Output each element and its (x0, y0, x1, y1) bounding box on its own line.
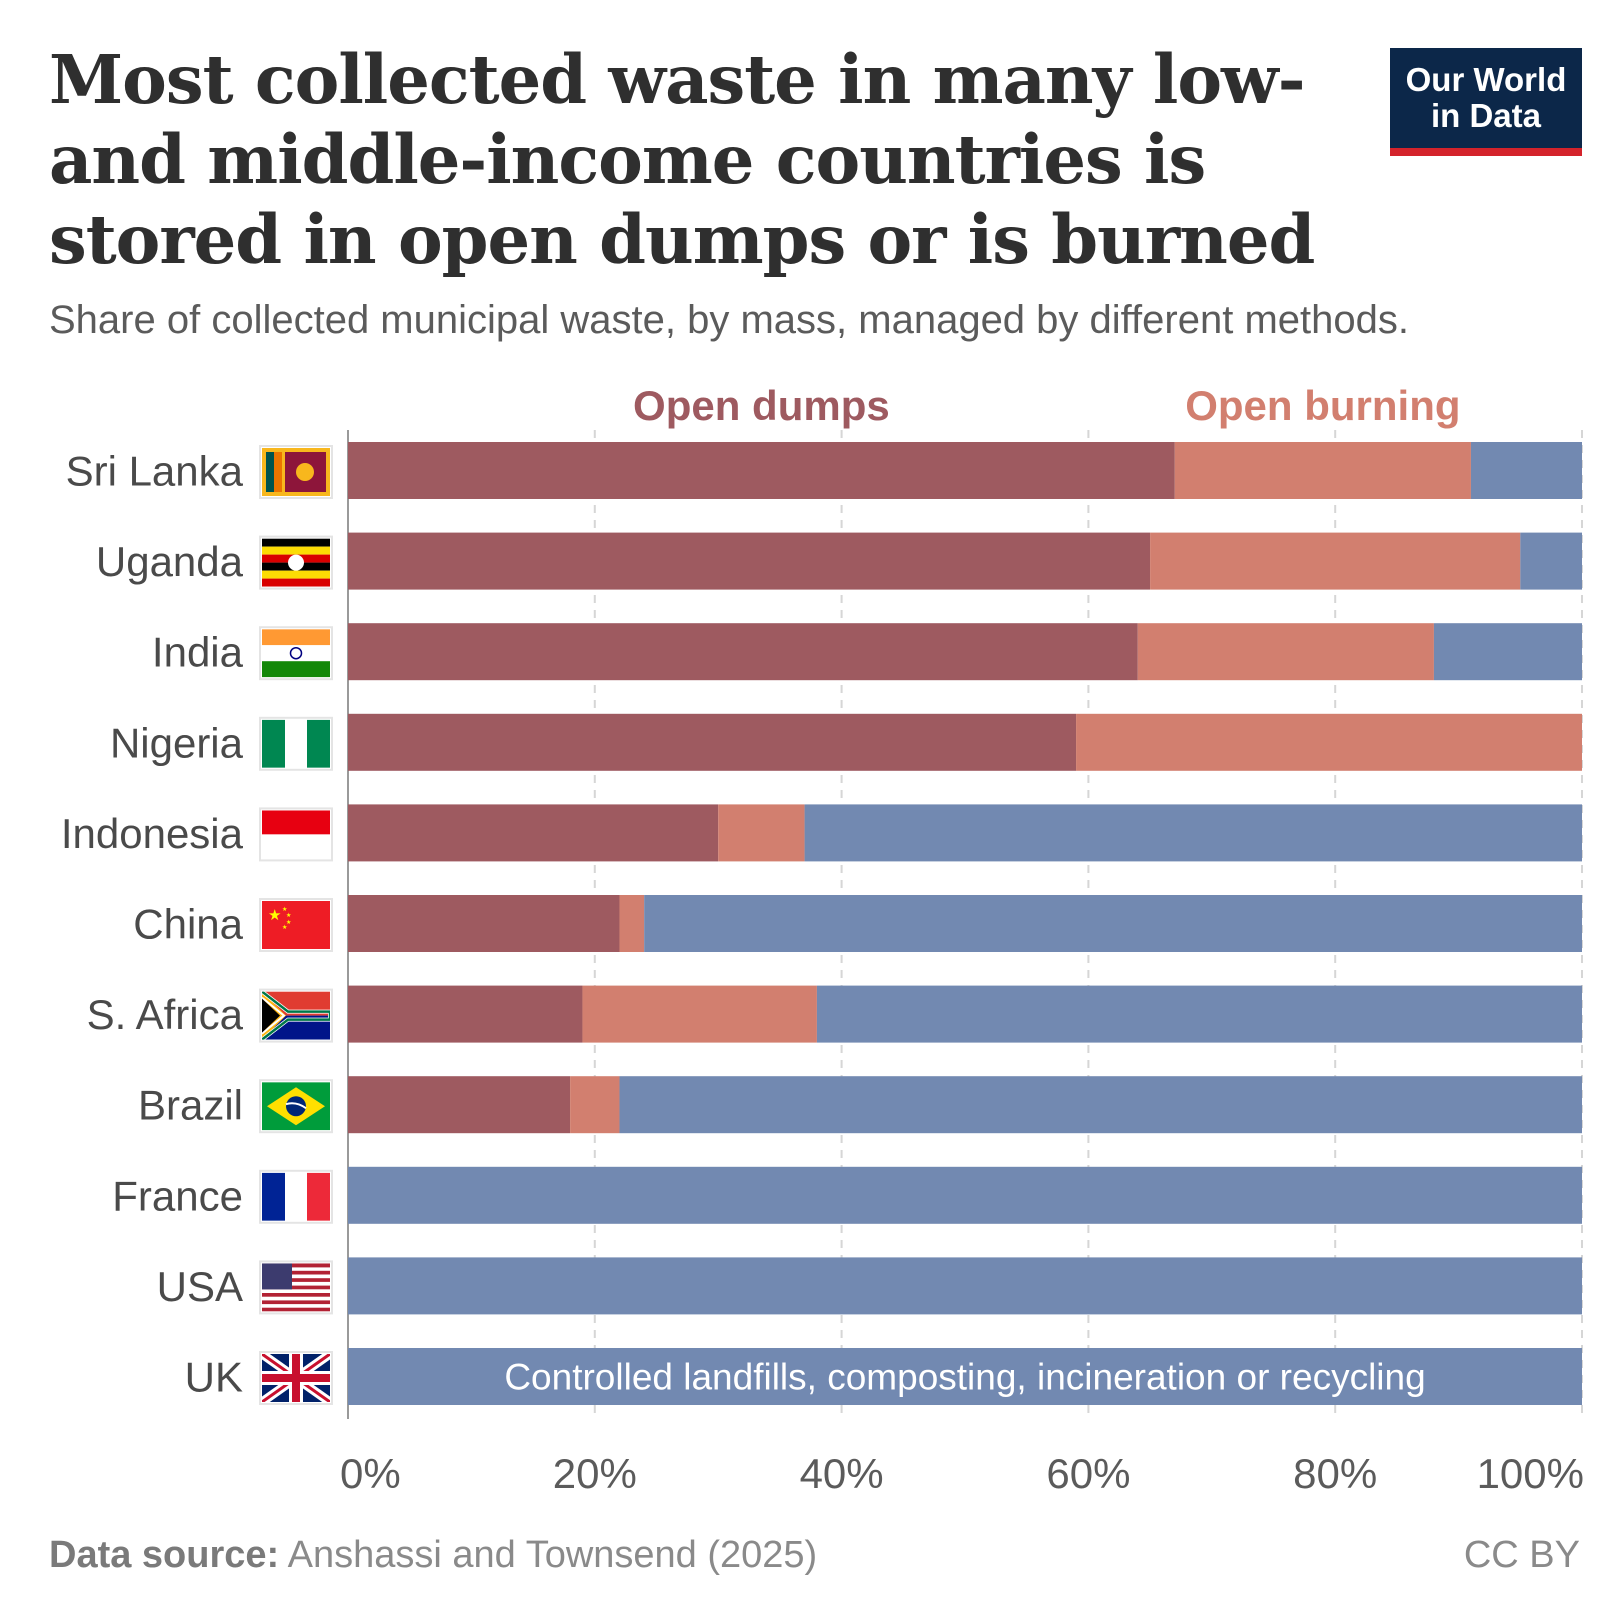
bar-open-dumps-india[interactable] (348, 623, 1138, 681)
row-label-indonesia: Indonesia (61, 810, 244, 857)
license[interactable]: CC BY (1463, 1534, 1580, 1576)
bar-controlled-landfills-brazil[interactable] (619, 1076, 1582, 1134)
x-tick-label: 60% (1046, 1450, 1130, 1497)
bar-open-burning-s-africa[interactable] (582, 985, 817, 1043)
bar-open-dumps-uganda[interactable] (348, 532, 1151, 590)
bar-open-dumps-nigeria[interactable] (348, 713, 1077, 771)
flag-china-icon (262, 901, 330, 949)
x-tick-label: 100% (1477, 1450, 1584, 1497)
data-source: Data source: Anshassi and Townsend (2025… (49, 1534, 817, 1577)
flag-nigeria-icon (262, 719, 330, 768)
legend-open-burning: Open burning (1185, 382, 1460, 429)
row-label-india: India (152, 629, 244, 676)
legend-open-dumps: Open dumps (633, 382, 890, 429)
x-tick-label: 0% (340, 1450, 401, 1497)
flag-sri-lanka-icon (262, 448, 330, 496)
row-label-china: China (133, 901, 243, 948)
bar-controlled-landfills-uganda[interactable] (1520, 532, 1582, 590)
row-label-s-africa: S. Africa (87, 991, 244, 1038)
data-source-label: Data source: (49, 1534, 280, 1576)
logo-line-2: in Data (1430, 97, 1542, 134)
bar-controlled-landfills-usa[interactable] (348, 1257, 1582, 1315)
bar-controlled-landfills-s-africa[interactable] (816, 985, 1582, 1043)
bar-controlled-landfills-sri-lanka[interactable] (1470, 442, 1582, 499)
bar-open-dumps-indonesia[interactable] (348, 804, 719, 862)
row-label-uk: UK (185, 1354, 243, 1401)
x-axis-ticks: 0% 20% 40% 60% 80% 100% (340, 1450, 1584, 1497)
row-label-brazil: Brazil (138, 1082, 243, 1129)
bar-open-burning-china[interactable] (619, 895, 645, 952)
stacked-bar-chart: ★ ★ ★ ★ ★ (61, 382, 1584, 1497)
flag-uganda-icon (262, 538, 330, 587)
bar-open-burning-indonesia[interactable] (718, 804, 805, 862)
bar-open-burning-nigeria[interactable] (1076, 713, 1582, 771)
bar-open-dumps-s-africa[interactable] (348, 985, 583, 1043)
flag-indonesia-icon (262, 810, 330, 859)
x-tick-label: 40% (800, 1450, 884, 1497)
row-label-usa: USA (157, 1263, 243, 1310)
bar-open-burning-sri-lanka[interactable] (1174, 442, 1471, 499)
flag-brazil-icon (262, 1082, 330, 1131)
bar-open-burning-india[interactable] (1137, 623, 1434, 681)
bar-controlled-landfills-india[interactable] (1433, 623, 1582, 681)
x-tick-label: 20% (553, 1450, 637, 1497)
logo-line-1: Our World (1405, 61, 1567, 98)
bar-open-dumps-china[interactable] (348, 895, 620, 952)
data-source-text[interactable]: Anshassi and Townsend (2025) (287, 1534, 818, 1576)
bars (348, 442, 1582, 1405)
chart-subtitle: Share of collected municipal waste, by m… (49, 298, 1409, 342)
bar-open-dumps-brazil[interactable] (348, 1076, 571, 1134)
bar-controlled-landfills-indonesia[interactable] (804, 804, 1582, 862)
bar-open-burning-uganda[interactable] (1150, 532, 1521, 590)
flag-usa-icon (262, 1263, 330, 1312)
flag-france-icon (262, 1172, 330, 1221)
owid-logo[interactable]: Our World in Data (1390, 48, 1582, 156)
chart-title: Most collected waste in many low- and mi… (49, 40, 1315, 279)
x-tick-label: 80% (1293, 1450, 1377, 1497)
bar-controlled-landfills-france[interactable] (348, 1166, 1582, 1224)
row-label-nigeria: Nigeria (110, 719, 244, 766)
row-label-france: France (112, 1172, 243, 1219)
bar-open-dumps-sri-lanka[interactable] (348, 442, 1175, 499)
row-label-uganda: Uganda (96, 538, 244, 585)
row-label-sri-lanka: Sri Lanka (66, 448, 244, 495)
bar-controlled-landfills-uk[interactable] (348, 1348, 1582, 1405)
series-labels: Open dumps Open burning Controlled landfil… (504, 382, 1460, 1398)
flag-uk-icon (262, 1354, 330, 1402)
flag-india-icon (262, 629, 330, 678)
row-labels: Sri Lanka Uganda India Nigeria Indonesia Chin… (61, 445, 333, 1405)
flag-south-africa-icon (262, 991, 330, 1040)
bar-controlled-landfills-china[interactable] (644, 895, 1582, 952)
bar-open-burning-brazil[interactable] (570, 1076, 620, 1134)
legend-controlled: Controlled landfills, composting, incine… (504, 1357, 1425, 1398)
